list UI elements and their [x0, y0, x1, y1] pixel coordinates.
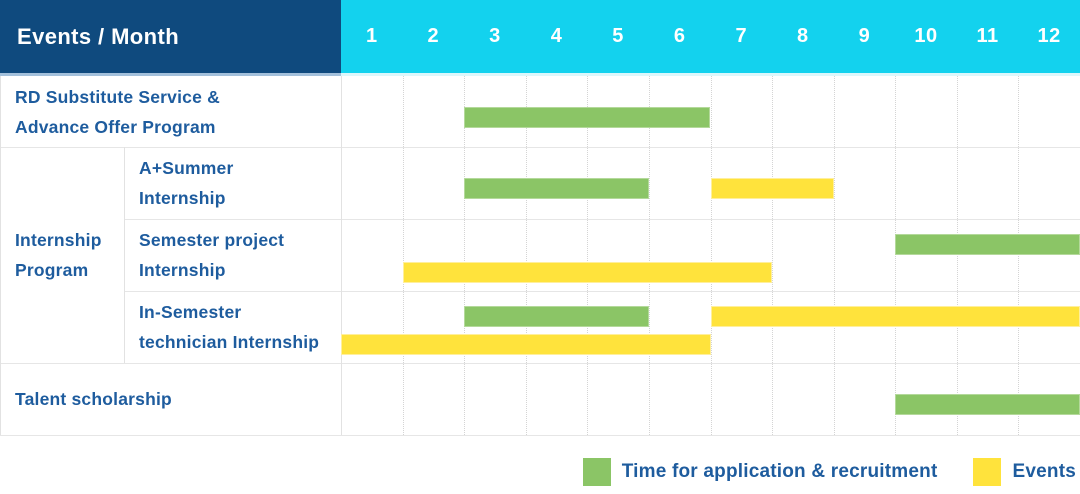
month-gridline [833, 76, 835, 435]
gantt-bar-application [895, 234, 1080, 255]
gantt-bar-event [710, 306, 1080, 327]
group-label-internship-program: Internship Program [0, 147, 124, 363]
row-label-line: A+Summer [139, 158, 234, 178]
gantt-bar-application [464, 306, 649, 327]
row-divider [0, 363, 1080, 364]
row-label-line: Internship [139, 260, 226, 280]
month-gridline [525, 76, 527, 435]
row-label-line: technician Internship [139, 332, 320, 352]
month-gridline [772, 76, 774, 435]
row-divider [124, 291, 1080, 292]
month-header-cell: 2 [427, 25, 440, 47]
row-label-talent-scholarship: Talent scholarship [0, 363, 341, 435]
month-header-cell: 8 [797, 25, 809, 47]
row-label-in-semester-technician-internship: In-Semester technician Internship [124, 291, 341, 363]
label-grid-divider [341, 76, 342, 435]
corner-title: Events / Month [17, 23, 180, 49]
gantt-bar-event [341, 334, 711, 355]
legend-label-application: Time for application & recruitment [621, 461, 938, 482]
legend-swatch-application [582, 458, 611, 486]
table-bottom-border [0, 435, 1080, 436]
month-header-cell: 12 [1037, 25, 1061, 47]
row-divider [0, 147, 1080, 148]
month-gridline [402, 76, 404, 435]
row-label-rd-substitute: RD Substitute Service & Advance Offer Pr… [0, 76, 341, 147]
table-left-border [0, 76, 1, 435]
month-header-cell: 1 [365, 25, 378, 47]
month-header-cell: 6 [673, 25, 686, 47]
month-header-cell: 11 [976, 25, 999, 47]
month-header-cell: 7 [735, 25, 748, 47]
month-gridline [710, 76, 712, 435]
row-label-line: Semester project [139, 230, 285, 250]
row-label-a-summer-internship: A+Summer Internship [124, 147, 341, 219]
group-label-line: Internship [15, 230, 102, 250]
row-label-line: Advance Offer Program [15, 116, 216, 137]
legend-label-events: Events [1012, 461, 1076, 482]
month-gridline [895, 76, 897, 435]
month-header-cell: 4 [550, 25, 563, 47]
row-label-line: Internship [139, 188, 226, 208]
month-gridline [587, 76, 589, 435]
month-header-cell: 10 [914, 25, 938, 47]
legend: Time for application & recruitment Event… [582, 458, 1076, 486]
row-label-line: RD Substitute Service & [15, 86, 220, 107]
events-month-corner-header: Events / Month [0, 0, 341, 76]
sub-label-divider [124, 147, 125, 363]
gantt-bar-application [895, 394, 1080, 415]
gantt-bar-application [464, 178, 649, 199]
row-label-semester-project-internship: Semester project Internship [124, 219, 341, 291]
month-header-cell: 9 [858, 25, 871, 47]
group-label-line: Program [15, 260, 89, 280]
month-gridline [956, 76, 958, 435]
gantt-bar-application [464, 107, 711, 128]
row-label-line: In-Semester [139, 302, 242, 322]
row-label-line: Talent scholarship [15, 389, 172, 409]
row-divider [124, 219, 1080, 220]
legend-swatch-events [973, 458, 1002, 486]
month-gridline [648, 76, 650, 435]
month-header-cell: 5 [612, 25, 624, 47]
month-gridline [1018, 76, 1020, 435]
month-header-row: 1 2 3 4 5 6 7 8 9 10 11 12 [341, 0, 1080, 76]
month-gridline [464, 76, 466, 435]
gantt-bar-event [402, 262, 773, 283]
gantt-bar-event [710, 178, 834, 199]
month-header-cell: 3 [489, 25, 501, 47]
